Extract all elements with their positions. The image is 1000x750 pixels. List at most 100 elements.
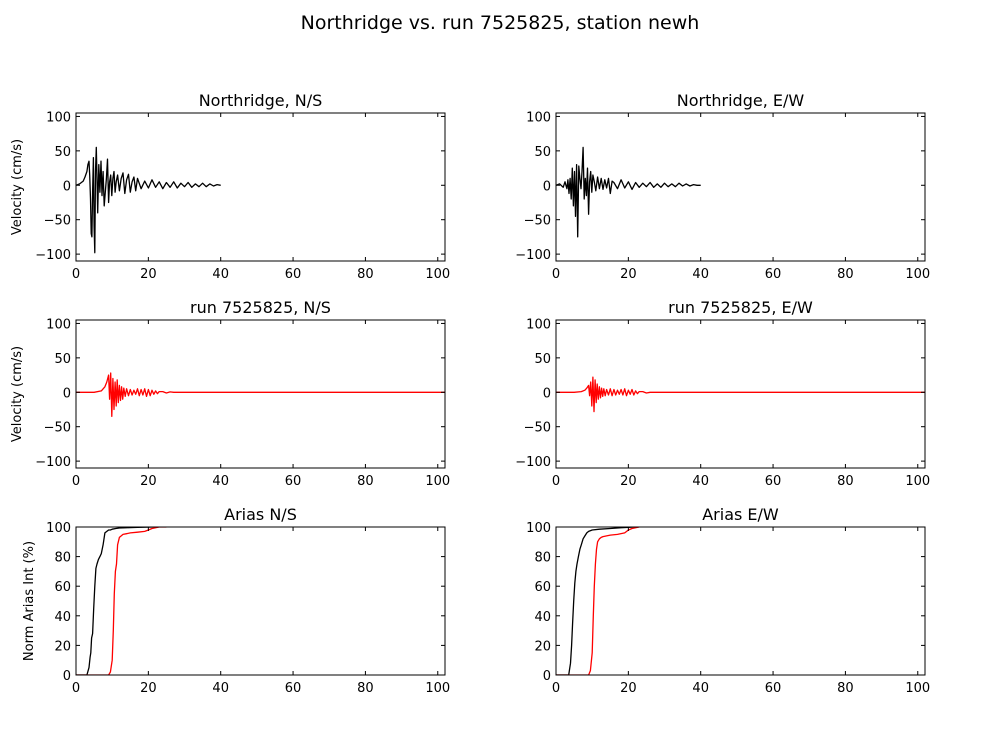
x-tick-label: 40 [692,681,709,696]
axes-frame [75,112,446,262]
y-tick-label: 100 [526,110,551,125]
y-tick-label: 60 [54,580,71,595]
subplot-title: Arias E/W [702,505,779,524]
subplot-1: 0 20 40 60 80 100 −100 −50 0 50 100 Northridge, N/S… [10,91,450,282]
x-tick-label: 80 [837,474,854,489]
x-tick-label: 40 [212,267,229,282]
axes-frame [75,526,446,676]
y-tick-label: 20 [534,639,551,654]
figure-title: Northridge vs. run 7525825, station newh [301,12,700,34]
x-tick-label: 100 [905,474,930,489]
x-tick-label: 100 [425,681,450,696]
x-tick-label: 20 [620,681,637,696]
y-tick-label: 50 [54,145,71,160]
y-tick-label: −100 [35,248,71,263]
y-axis-label: Norm Arias Int (%) [22,541,37,661]
x-tick-label: 40 [692,474,709,489]
y-tick-label: 20 [54,639,71,654]
x-tick-label: 80 [837,681,854,696]
y-tick-label: 100 [46,317,71,332]
series-line-2 [76,527,167,675]
y-tick-label: 50 [534,145,551,160]
x-tick-label: 100 [425,474,450,489]
y-tick-label: −100 [515,248,551,263]
subplot-title: run 7525825, E/W [668,298,813,317]
x-tick-label: 40 [212,474,229,489]
x-tick-label: 20 [140,681,157,696]
subplot-3: 0 20 40 60 80 100 −100 −50 0 50 100 run 7525825, N/… [10,298,450,489]
y-tick-label: 0 [543,669,551,684]
subplot-4: 0 20 40 60 80 100 −100 −50 0 50 100 run 7525825, E/… [515,298,930,489]
y-tick-label: −100 [515,455,551,470]
x-tick-label: 60 [765,681,782,696]
y-tick-label: 60 [534,580,551,595]
y-tick-label: −50 [44,421,71,436]
axes-frame [555,319,926,469]
x-tick-label: 20 [620,267,637,282]
y-tick-label: 80 [54,551,71,566]
y-tick-label: 0 [63,179,71,194]
x-tick-label: 20 [140,267,157,282]
subplot-title: Northridge, E/W [677,91,805,110]
series-line-1 [76,527,156,675]
x-tick-label: 100 [425,267,450,282]
x-tick-label: 0 [72,267,80,282]
x-tick-label: 100 [905,267,930,282]
subplot-title: Arias N/S [224,505,297,524]
series-line-1 [76,146,221,254]
y-tick-label: 50 [54,352,71,367]
y-tick-label: −50 [524,421,551,436]
subplot-2: 0 20 40 60 80 100 −100 −50 0 50 100 Northridge, E/W [515,91,930,282]
x-tick-label: 20 [140,474,157,489]
x-tick-label: 0 [552,474,560,489]
x-tick-label: 20 [620,474,637,489]
x-tick-label: 0 [552,267,560,282]
subplot-title: run 7525825, N/S [190,298,331,317]
series-line-2 [556,527,640,675]
x-tick-label: 0 [72,474,80,489]
subplot-5: 0 20 40 60 80 100 0 20 40 60 80 100 Arias N/S Norm Ar… [22,505,450,696]
y-tick-label: 100 [46,521,71,536]
series-line-1 [76,372,445,418]
y-tick-label: 50 [534,352,551,367]
series-line-1 [556,146,701,238]
y-tick-label: 0 [543,179,551,194]
series-line-1 [556,376,925,413]
y-tick-label: 100 [46,110,71,125]
x-tick-label: 0 [552,681,560,696]
y-tick-label: 80 [534,551,551,566]
y-tick-label: 0 [63,669,71,684]
y-tick-label: 0 [543,386,551,401]
axes-frame [75,319,446,469]
x-tick-label: 60 [765,474,782,489]
x-tick-label: 100 [905,681,930,696]
y-tick-label: 100 [526,317,551,332]
y-axis-label: Velocity (cm/s) [10,139,25,235]
series-line-1 [556,527,636,675]
subplot-title: Northridge, N/S [199,91,323,110]
y-tick-label: 40 [534,610,551,625]
x-tick-label: 60 [765,267,782,282]
x-tick-label: 0 [72,681,80,696]
x-tick-label: 40 [692,267,709,282]
x-tick-label: 60 [285,681,302,696]
x-tick-label: 40 [212,681,229,696]
x-tick-label: 80 [357,681,374,696]
x-tick-label: 80 [837,267,854,282]
subplot-6: 0 20 40 60 80 100 0 20 40 60 80 100 Arias E/W [526,505,930,696]
x-tick-label: 60 [285,267,302,282]
y-tick-label: −100 [35,455,71,470]
y-tick-label: 100 [526,521,551,536]
y-tick-label: −50 [524,214,551,229]
y-axis-label: Velocity (cm/s) [10,346,25,442]
x-tick-label: 80 [357,474,374,489]
axes-frame [555,112,926,262]
y-tick-label: 0 [63,386,71,401]
y-tick-label: 40 [54,610,71,625]
x-tick-label: 80 [357,267,374,282]
axes-frame [555,526,926,676]
y-tick-label: −50 [44,214,71,229]
x-tick-label: 60 [285,474,302,489]
